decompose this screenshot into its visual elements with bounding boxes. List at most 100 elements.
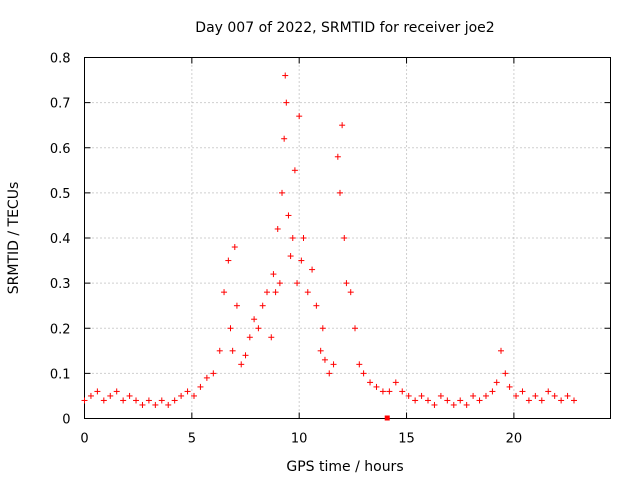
data-point (564, 392, 571, 399)
data-point (367, 379, 374, 386)
data-point (373, 383, 380, 390)
data-point (571, 397, 578, 404)
data-point (210, 370, 217, 377)
data-point (482, 392, 489, 399)
data-point (229, 347, 236, 354)
data-point (506, 383, 513, 390)
data-point (519, 388, 526, 395)
y-tick-label: 0.8 (50, 52, 71, 67)
data-point (444, 397, 451, 404)
chart-title: Day 007 of 2022, SRMTID for receiver joe… (195, 20, 494, 36)
data-point (291, 167, 298, 174)
data-point (300, 235, 307, 241)
data-point (270, 271, 277, 278)
data-point (251, 316, 258, 323)
data-point (133, 397, 140, 404)
y-axis-label: SRMTID / TECUs (6, 182, 22, 295)
data-point (227, 325, 234, 332)
data-point (233, 302, 240, 309)
data-point (412, 397, 419, 404)
data-point (289, 235, 296, 241)
y-tick-label: 0.4 (50, 232, 71, 247)
data-point (304, 289, 311, 296)
data-point (294, 280, 301, 287)
data-point (319, 325, 326, 332)
data-point (87, 392, 94, 399)
data-point (113, 388, 120, 395)
data-point (283, 99, 290, 106)
data-point (152, 401, 159, 408)
data-point (538, 397, 545, 404)
data-point (221, 289, 228, 296)
data-point (437, 392, 444, 399)
data-point (470, 392, 477, 399)
data-point (525, 397, 532, 404)
y-tick-label: 0.7 (50, 97, 71, 112)
data-point (336, 189, 343, 196)
data-point (457, 397, 464, 404)
data-point (238, 361, 245, 368)
data-point (431, 401, 438, 408)
data-point (216, 347, 223, 354)
data-point (309, 266, 316, 273)
data-point (399, 388, 406, 395)
data-point (405, 392, 412, 399)
data-point (513, 392, 520, 399)
data-point (545, 388, 552, 395)
data-point (418, 392, 425, 399)
data-points (81, 72, 578, 421)
data-point (326, 370, 333, 377)
data-point (279, 189, 286, 196)
data-point (298, 257, 305, 264)
x-tick-label: 10 (291, 432, 308, 447)
data-point (145, 397, 152, 404)
data-point (425, 397, 432, 404)
data-point (281, 135, 288, 142)
plot-frame (84, 57, 611, 419)
data-point (203, 374, 210, 381)
data-point (356, 361, 363, 368)
data-point (246, 334, 253, 341)
data-point (341, 235, 348, 241)
data-point (317, 347, 324, 354)
y-tick-label: 0.3 (50, 277, 71, 292)
x-tick-label: 0 (80, 432, 88, 447)
data-point (551, 392, 558, 399)
data-point (282, 72, 289, 79)
data-point (268, 334, 275, 341)
data-point (94, 388, 101, 395)
data-point (386, 388, 393, 395)
data-point (379, 388, 386, 395)
data-point (272, 289, 279, 296)
data-point (347, 289, 354, 296)
data-point (502, 370, 509, 377)
data-point (171, 397, 178, 404)
data-point (392, 379, 399, 386)
data-point (450, 401, 457, 408)
data-point (498, 347, 505, 354)
data-point (259, 302, 266, 309)
data-point (242, 352, 249, 359)
data-point (231, 244, 238, 251)
x-tick-label: 5 (188, 432, 196, 447)
data-point (296, 113, 303, 120)
data-point (463, 401, 470, 408)
y-tick-label: 0.5 (50, 187, 71, 202)
y-tick-label: 0.2 (50, 322, 71, 337)
data-point (120, 397, 127, 404)
data-point (339, 122, 346, 129)
data-point (321, 356, 328, 363)
data-point (360, 370, 367, 377)
annotation-marker (384, 415, 390, 421)
data-point (330, 361, 337, 368)
x-tick-label: 20 (506, 432, 523, 447)
data-point (334, 153, 341, 160)
data-point (165, 401, 172, 408)
data-point (276, 280, 283, 287)
y-tick-label: 0.1 (50, 367, 71, 382)
data-point (107, 392, 114, 399)
data-point (476, 397, 483, 404)
data-point (255, 325, 262, 332)
data-point (263, 289, 270, 296)
